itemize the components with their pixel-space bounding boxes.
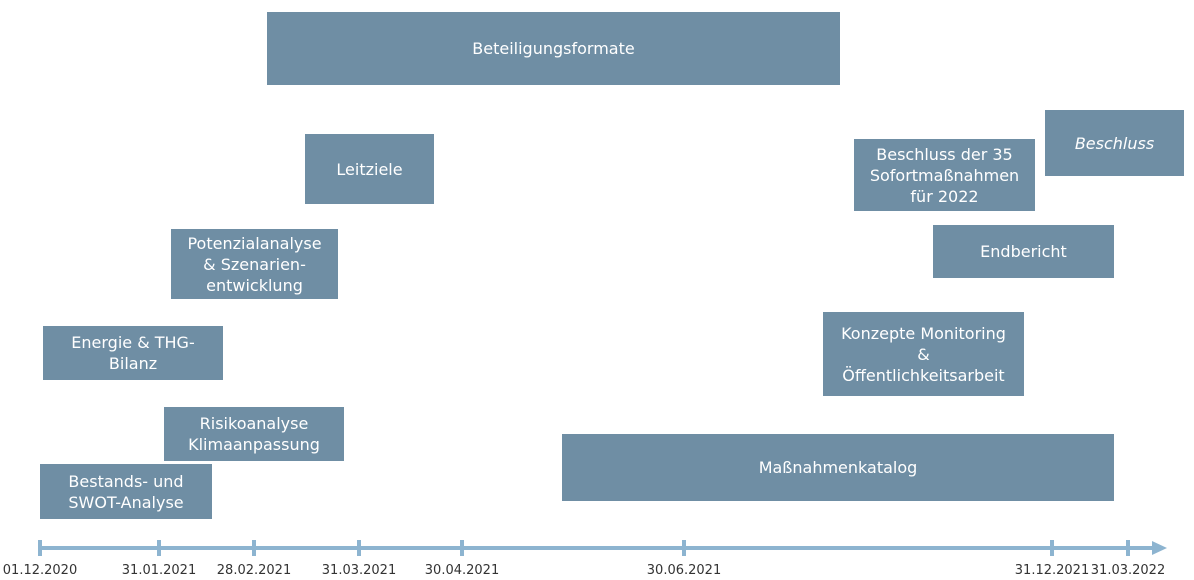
phase-box: Bestands- und SWOT-Analyse (40, 464, 212, 519)
axis-tick (460, 540, 464, 556)
phase-label: Risikoanalyse (199, 414, 309, 433)
phase-box: Endbericht (933, 225, 1114, 278)
phase-box: Energie & THG- Bilanz (43, 326, 223, 380)
phase-label: Bilanz (108, 354, 158, 373)
phase-label: Leitziele (336, 159, 403, 179)
axis-tick (38, 540, 42, 556)
phase-box: Beteiligungsformate (267, 12, 840, 85)
axis-tick (252, 540, 256, 556)
axis-tick (157, 540, 161, 556)
phase-label: Bestands- und (68, 471, 184, 491)
axis-tick (682, 540, 686, 556)
phase-label: & (917, 344, 930, 364)
date-label: 31.03.2021 (321, 563, 397, 578)
phase-label: Konzepte Monitoring (841, 323, 1006, 343)
phase-label: Energie & THG- (71, 333, 195, 352)
phase-label: Endbericht (980, 242, 1067, 261)
phase-label: entwicklung (206, 275, 303, 295)
phase-label: & Szenarien- (203, 254, 306, 274)
timeline-axis (38, 546, 1154, 550)
date-label: 31.12.2021 (1014, 563, 1090, 578)
phase-box: Leitziele (305, 134, 434, 204)
phase-box: Maßnahmenkatalog (562, 434, 1114, 501)
phase-label: Maßnahmenkatalog (758, 458, 918, 477)
axis-tick (1126, 540, 1130, 556)
phase-label: SWOT-Analyse (68, 492, 184, 512)
phase-box: Potenzialanalyse & Szenarien-entwicklung (171, 229, 338, 299)
axis-tick (1050, 540, 1054, 556)
phase-box: Beschluss der 35 Sofortmaßnahmen für 2022 (854, 139, 1035, 211)
phase-box: Beschluss (1045, 110, 1184, 176)
axis-tick (357, 540, 361, 556)
phase-box: Risikoanalyse Klimaanpassung (164, 407, 344, 461)
phase-label: Beschluss (1074, 133, 1155, 153)
axis-arrow (1152, 541, 1167, 555)
date-label: 31.01.2021 (121, 563, 197, 578)
date-label: 28.02.2021 (216, 563, 292, 578)
phase-label: Öffentlichkeitsarbeit (842, 365, 1005, 385)
phase-label: Sofortmaßnahmen (869, 165, 1020, 185)
phase-label: Potenzialanalyse (187, 233, 322, 253)
date-label: 01.12.2020 (2, 563, 78, 578)
phase-label: Beteiligungsformate (472, 39, 635, 58)
phase-label: für 2022 (910, 186, 979, 206)
phase-label: Klimaanpassung (188, 435, 320, 454)
date-label: 30.04.2021 (424, 563, 500, 578)
phase-box: Konzepte Monitoring & Öffentlichkeitsarbei… (823, 312, 1024, 396)
date-label: 30.06.2021 (646, 563, 722, 578)
date-label: 31.03.2022 (1090, 563, 1166, 578)
phase-label: Beschluss der 35 (876, 144, 1013, 164)
